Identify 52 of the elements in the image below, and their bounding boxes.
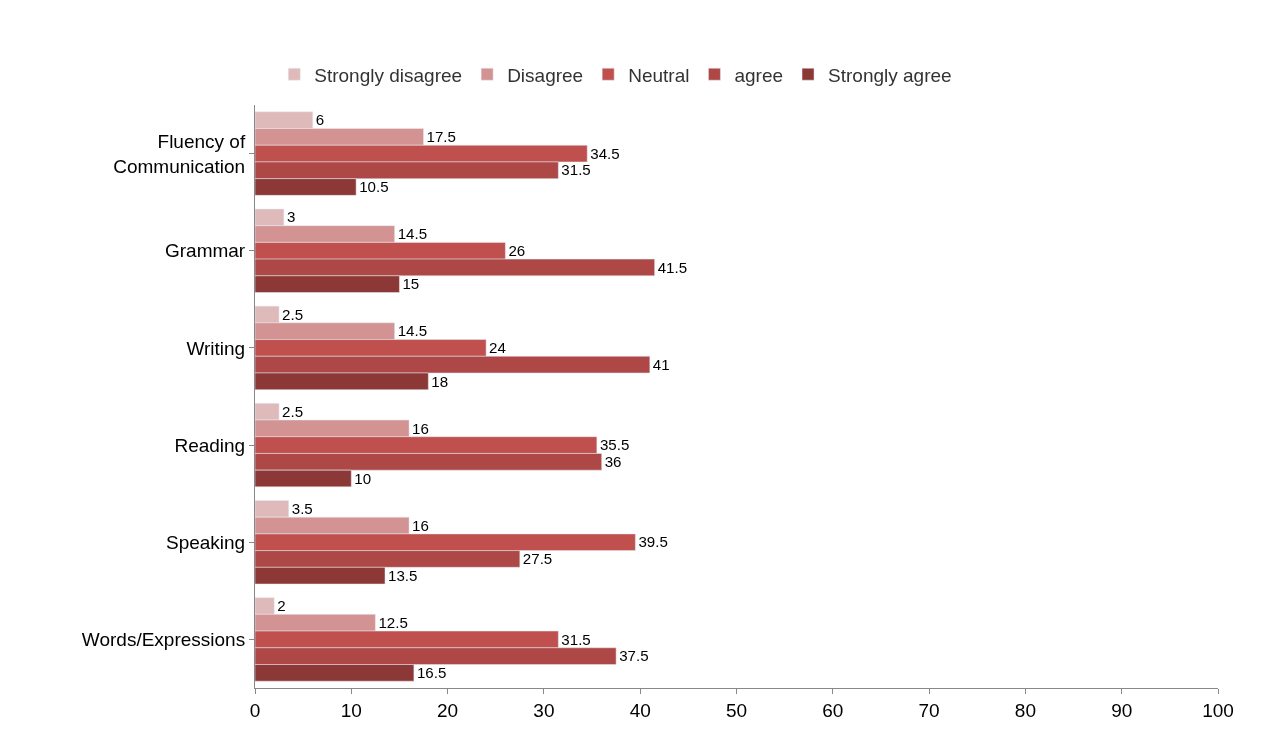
data-label: 27.5 (522, 550, 553, 568)
legend-label: Disagree (507, 64, 584, 86)
x-tick-label: 60 (822, 699, 844, 721)
legend-label: agree (734, 64, 784, 86)
legend-label: Strongly disagree (314, 64, 463, 86)
data-label: 3 (286, 208, 296, 226)
legend-label: Neutral (628, 64, 690, 86)
data-label: 2.5 (282, 402, 304, 420)
y-tick-label: Reading (174, 434, 246, 456)
x-tick-label: 50 (725, 699, 748, 721)
data-label: 36 (604, 452, 622, 470)
data-label: 41 (652, 355, 670, 373)
data-label: 3.5 (291, 500, 313, 517)
y-tick-label: Fluency of Communication (113, 130, 246, 177)
data-label: 17.5 (426, 128, 456, 146)
data-label: 15 (402, 275, 420, 293)
data-label: 35.5 (599, 436, 630, 454)
data-label: 31.5 (561, 161, 591, 179)
data-label: 26 (508, 241, 526, 259)
data-label: 34.5 (590, 144, 620, 162)
data-label: 41.5 (657, 258, 688, 276)
x-tick-label: 80 (1014, 699, 1036, 721)
x-tick-label: 30 (533, 699, 555, 721)
data-label: 2 (277, 597, 286, 615)
x-tick-label: 100 (1202, 699, 1234, 721)
x-tick-label: 40 (629, 699, 651, 721)
data-label: 16.5 (416, 664, 447, 682)
y-tick-label: Writing (186, 337, 246, 359)
x-tick-label: 90 (1111, 699, 1133, 721)
data-label: 2.5 (282, 305, 304, 323)
data-label: 14.5 (397, 225, 428, 243)
legend-label: Strongly agree (828, 64, 952, 86)
x-tick-label: 10 (340, 699, 362, 721)
data-label: 14.5 (397, 322, 428, 340)
y-tick-label: Speaking (165, 531, 246, 553)
data-label: 10 (354, 469, 372, 487)
data-label: 13.5 (388, 566, 418, 584)
y-tick-label: Words/Expressions (81, 629, 246, 651)
data-label: 10.5 (359, 178, 389, 196)
data-label: 24 (489, 339, 506, 357)
x-tick-label: 20 (437, 699, 459, 721)
data-label: 18 (431, 372, 449, 390)
data-label: 16 (412, 419, 429, 437)
data-label: 31.5 (561, 630, 591, 648)
data-label: 16 (412, 516, 429, 534)
x-tick-label: 0 (249, 699, 261, 721)
data-label: 37.5 (619, 647, 649, 665)
data-label: 12.5 (378, 613, 408, 631)
data-label: 39.5 (638, 533, 668, 551)
data-label: 6 (315, 111, 325, 129)
y-tick-label: Grammar (164, 240, 246, 262)
x-tick-label: 70 (918, 699, 940, 721)
